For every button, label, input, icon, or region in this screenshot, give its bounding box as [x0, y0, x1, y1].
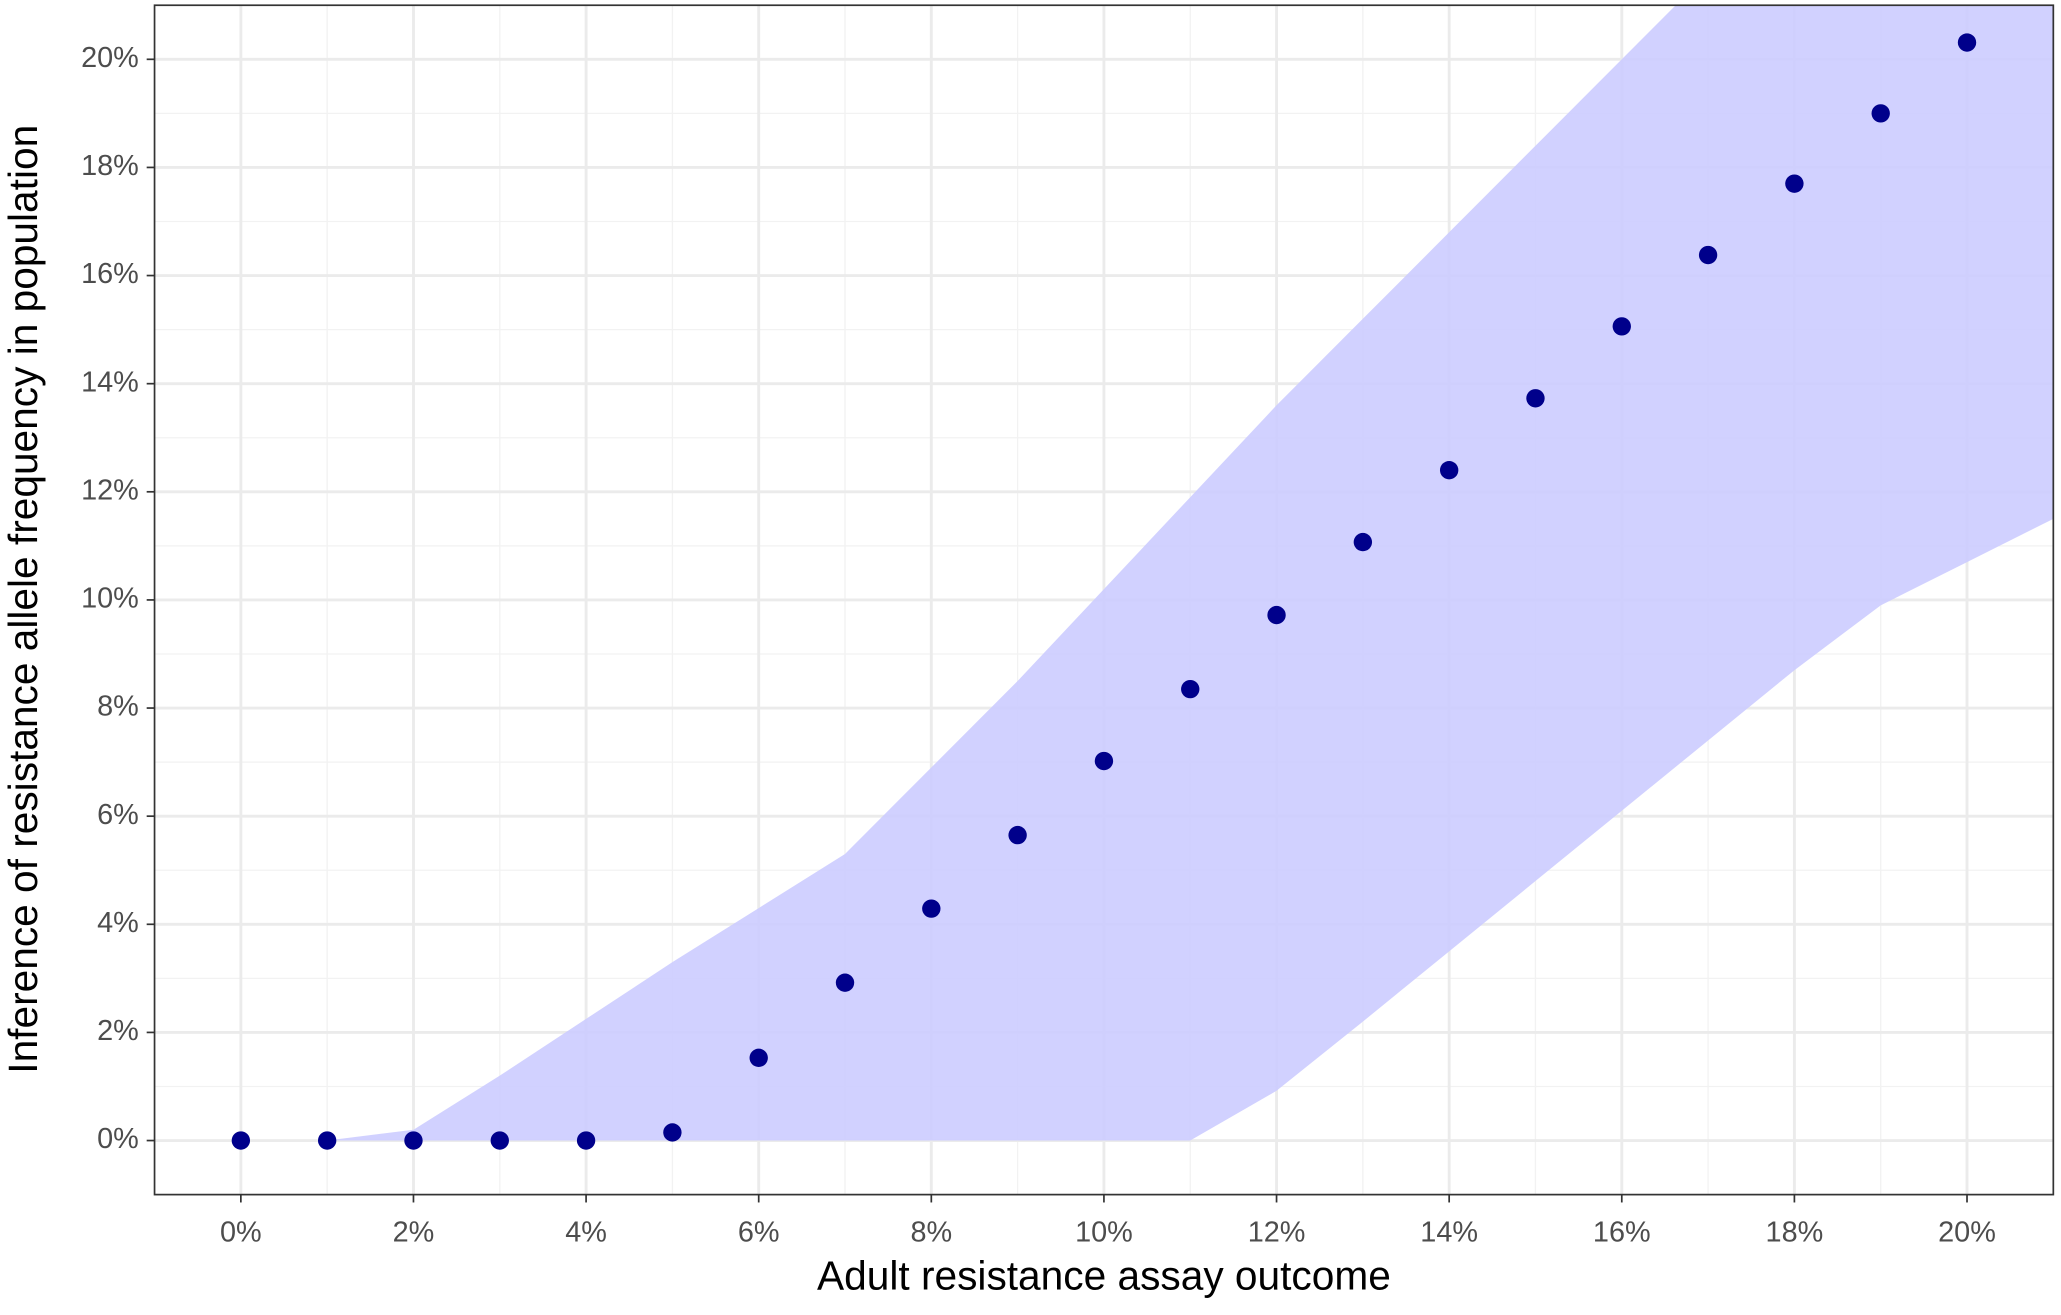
y-tick-label: 20% — [81, 42, 139, 74]
y-tick-label: 6% — [97, 799, 139, 831]
point — [1698, 245, 1718, 265]
point — [1526, 389, 1545, 408]
x-tick-label: 12% — [1248, 1217, 1306, 1249]
point — [1439, 460, 1459, 480]
point — [1353, 532, 1373, 552]
x-tick-label: 6% — [738, 1217, 780, 1249]
point — [1871, 104, 1890, 123]
axes: 0% 2% 4% 6% 8% 10% 12% 14% 16% 18% 20% 0% 2% 4% 6% 8% 10… — [81, 42, 1996, 1249]
y-tick-label: 10% — [81, 583, 139, 615]
point — [1094, 751, 1114, 771]
y-tick-label: 14% — [81, 366, 139, 398]
point — [749, 1048, 768, 1068]
y-axis-title: Inference of resistance allele frequency… — [0, 125, 46, 1074]
point — [317, 1131, 337, 1150]
y-tick-label: 12% — [81, 474, 139, 506]
y-tick-label: 18% — [81, 150, 139, 182]
point — [231, 1131, 251, 1150]
x-axis-title: Adult resistance assay outcome — [817, 1252, 1391, 1298]
point — [1008, 825, 1027, 845]
x-tick-label: 16% — [1593, 1217, 1651, 1249]
x-tick-label: 0% — [220, 1217, 262, 1249]
point — [663, 1123, 682, 1142]
y-tick-label: 8% — [97, 691, 139, 723]
point — [1785, 174, 1804, 193]
point — [835, 973, 855, 992]
x-tick-label: 10% — [1075, 1217, 1133, 1249]
point — [490, 1131, 509, 1150]
point — [922, 899, 941, 918]
x-tick-label: 14% — [1420, 1217, 1478, 1249]
x-tick-label: 20% — [1938, 1217, 1996, 1249]
point — [576, 1131, 596, 1150]
x-tick-label: 8% — [910, 1217, 952, 1249]
y-tick-label: 2% — [97, 1015, 139, 1047]
confidence-band — [240, 5, 2054, 1141]
point — [404, 1131, 423, 1150]
plot-area — [231, 5, 2054, 1150]
point — [1181, 679, 1200, 699]
x-tick-label: 18% — [1766, 1217, 1824, 1249]
y-tick-label: 4% — [97, 907, 139, 939]
point — [1267, 605, 1286, 625]
y-tick-label: 16% — [81, 258, 139, 290]
x-tick-label: 4% — [565, 1217, 607, 1249]
point — [1612, 317, 1631, 336]
x-tick-label: 2% — [393, 1217, 435, 1249]
point — [1957, 33, 1977, 52]
y-tick-label: 0% — [97, 1123, 139, 1155]
